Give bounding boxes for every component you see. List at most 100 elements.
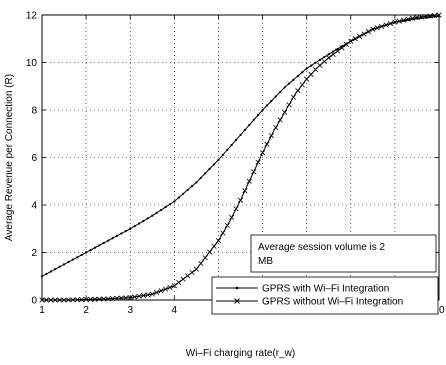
data-point-x xyxy=(242,188,248,194)
data-point-x xyxy=(396,18,402,24)
legend-item-1: GPRS with Wi–Fi Integration xyxy=(216,284,389,295)
data-point-x xyxy=(136,293,142,299)
data-point-x xyxy=(304,76,310,82)
data-point-dot xyxy=(217,158,220,161)
data-point-x xyxy=(184,273,191,279)
data-point-dot xyxy=(208,167,211,170)
data-point-x xyxy=(357,33,363,39)
data-point-dot xyxy=(120,232,123,235)
data-point-dot xyxy=(195,181,198,184)
data-point-dot xyxy=(76,256,79,259)
data-point-dot xyxy=(164,206,167,209)
series-2 xyxy=(39,12,442,303)
data-point-dot xyxy=(248,123,251,127)
data-point-dot xyxy=(221,153,224,156)
data-point-x xyxy=(374,25,380,31)
data-point-x xyxy=(251,169,257,175)
data-point-dot xyxy=(336,47,339,51)
data-point-dot xyxy=(168,203,172,206)
data-point-dot xyxy=(323,55,326,59)
data-point-dot xyxy=(129,227,132,230)
x-tick-label: 2 xyxy=(83,305,89,316)
x-tick-label: 10 xyxy=(433,305,445,316)
data-point-x xyxy=(158,288,164,294)
data-point-dot xyxy=(98,244,101,247)
data-point-dot xyxy=(287,82,291,85)
data-point-dot xyxy=(85,251,88,254)
data-point-dot xyxy=(265,104,269,107)
data-point-x xyxy=(348,38,354,44)
series-layer xyxy=(39,12,442,303)
data-point-dot xyxy=(137,222,141,225)
data-point-x xyxy=(343,41,349,48)
x-tick-label: 4 xyxy=(172,305,178,316)
legend: GPRS with Wi–Fi Integration GPRS without … xyxy=(211,276,439,315)
data-point-dot xyxy=(283,86,286,89)
data-point-x xyxy=(383,22,389,28)
data-point-x xyxy=(202,255,208,261)
data-point-dot xyxy=(274,95,277,98)
data-point-x xyxy=(401,17,407,23)
data-point-dot xyxy=(177,196,180,199)
data-point-x xyxy=(140,292,147,299)
legend-marker-x xyxy=(234,298,240,304)
data-point-x xyxy=(233,206,239,212)
data-point-x xyxy=(365,29,372,35)
x-tick-label: 1 xyxy=(39,305,45,316)
data-point-dot xyxy=(115,234,119,237)
y-axis-title: Average Revenue per Connection (R) xyxy=(4,74,15,241)
data-point-dot xyxy=(212,163,216,166)
data-point-dot xyxy=(173,200,176,203)
data-point-dot xyxy=(133,225,136,228)
data-point-x xyxy=(154,289,160,295)
legend-marker-dot xyxy=(235,286,239,290)
data-point-x xyxy=(220,230,226,236)
data-point-x xyxy=(237,197,244,203)
data-point-x xyxy=(167,284,173,290)
data-point-x xyxy=(268,133,274,139)
data-point-x xyxy=(132,294,138,300)
data-point-x xyxy=(211,243,217,249)
data-point-dot xyxy=(332,50,335,53)
data-point-x xyxy=(295,87,301,94)
data-point-dot xyxy=(142,219,145,223)
data-point-x xyxy=(339,45,345,51)
data-point-dot xyxy=(49,270,52,273)
data-point-x xyxy=(392,19,398,25)
data-point-x xyxy=(189,269,195,276)
data-point-dot xyxy=(261,108,264,112)
data-point-x xyxy=(162,286,169,292)
data-point-dot xyxy=(318,58,321,61)
data-point-x xyxy=(299,82,305,88)
y-tick-label: 12 xyxy=(26,11,38,22)
data-point-dot xyxy=(93,246,97,249)
data-point-x xyxy=(264,141,270,147)
data-point-dot xyxy=(279,90,282,94)
data-point-dot xyxy=(270,99,273,103)
data-point-dot xyxy=(234,138,238,142)
data-point-dot xyxy=(257,113,260,117)
data-point-dot xyxy=(146,217,149,220)
annotation-text-line-2: MB xyxy=(258,256,273,267)
data-point-x xyxy=(224,222,230,229)
data-point-dot xyxy=(239,133,242,137)
data-point-dot xyxy=(111,237,114,240)
data-point-x xyxy=(409,15,416,21)
data-point-x xyxy=(277,117,283,123)
data-point-dot xyxy=(230,143,233,147)
data-point-dot xyxy=(54,268,57,271)
data-point-dot xyxy=(226,148,229,151)
data-point-dot xyxy=(89,249,92,252)
data-point-x xyxy=(370,26,376,32)
y-tick-label: 8 xyxy=(31,106,37,117)
data-point-dot xyxy=(314,61,317,64)
legend-item-2: GPRS without Wi–Fi Integration xyxy=(216,297,403,308)
data-point-dot xyxy=(102,241,105,245)
data-point-x xyxy=(326,55,332,61)
data-point-dot xyxy=(301,71,304,74)
data-point-x xyxy=(145,292,151,298)
data-point-dot xyxy=(186,188,189,192)
legend-label: GPRS with Wi–Fi Integration xyxy=(262,284,389,295)
